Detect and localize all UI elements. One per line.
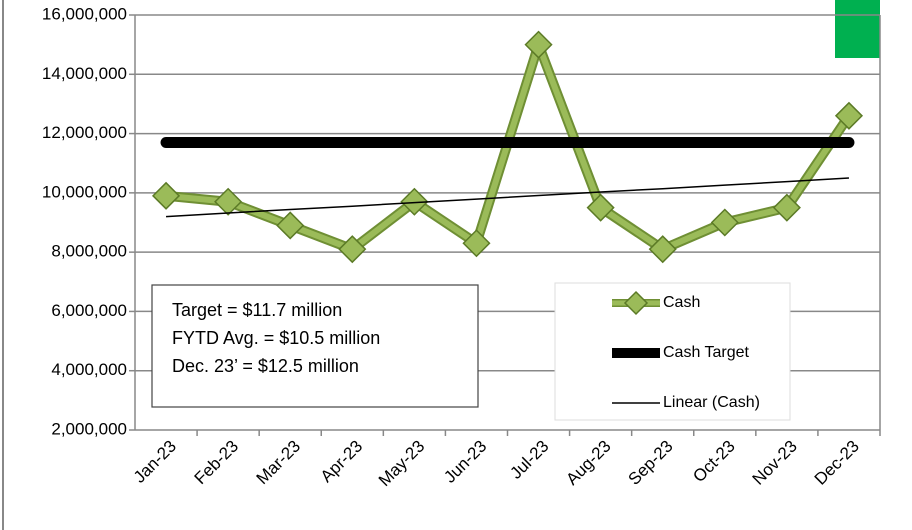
- x-tick-label: Sep-23: [625, 437, 677, 489]
- y-tick-label: 16,000,000: [42, 4, 127, 23]
- point: [586, 193, 615, 222]
- y-tick-label: 4,000,000: [51, 360, 127, 379]
- legend-swatch: [623, 290, 649, 316]
- x-tick-label: May-23: [375, 437, 429, 491]
- note-line: Dec. 23’ = $12.5 million: [172, 356, 359, 376]
- point: [338, 235, 367, 264]
- x-tick-label: Aug-23: [562, 437, 614, 489]
- point: [400, 187, 429, 216]
- corner-block: [835, 0, 880, 58]
- note-line: FYTD Avg. = $10.5 million: [172, 328, 380, 348]
- y-tick-label: 14,000,000: [42, 64, 127, 83]
- point: [276, 211, 305, 240]
- y-tick-label: 2,000,000: [51, 419, 127, 438]
- point: [648, 235, 677, 264]
- note-line: Target = $11.7 million: [172, 300, 342, 320]
- note-box: [151, 284, 479, 408]
- x-tick-label: Mar-23: [253, 437, 305, 489]
- x-tick-label: Jan-23: [130, 437, 180, 487]
- point: [151, 181, 181, 210]
- legend-label: Linear (Cash): [663, 394, 760, 411]
- x-tick-label: Jul-23: [506, 437, 552, 483]
- y-tick-label: 10,000,000: [42, 182, 127, 201]
- x-tick-label: Nov-23: [749, 437, 801, 489]
- point: [834, 101, 864, 130]
- point: [772, 193, 801, 222]
- trend-line: [165, 177, 850, 218]
- x-tick-label: Oct-23: [689, 437, 739, 487]
- point: [524, 30, 553, 59]
- legend-box: [554, 282, 791, 421]
- y-tick-label: 8,000,000: [51, 242, 127, 261]
- y-tick-label: 12,000,000: [42, 123, 127, 142]
- x-tick-label: Feb-23: [191, 437, 243, 489]
- legend-label: Cash: [663, 294, 700, 311]
- legend-label: Cash Target: [663, 344, 750, 361]
- x-tick-label: Jun-23: [440, 437, 490, 487]
- point: [710, 208, 739, 237]
- point: [214, 187, 243, 216]
- y-tick-label: 6,000,000: [51, 301, 127, 320]
- x-tick-label: Dec-23: [811, 437, 863, 489]
- point: [462, 229, 491, 258]
- x-tick-label: Apr-23: [317, 437, 367, 487]
